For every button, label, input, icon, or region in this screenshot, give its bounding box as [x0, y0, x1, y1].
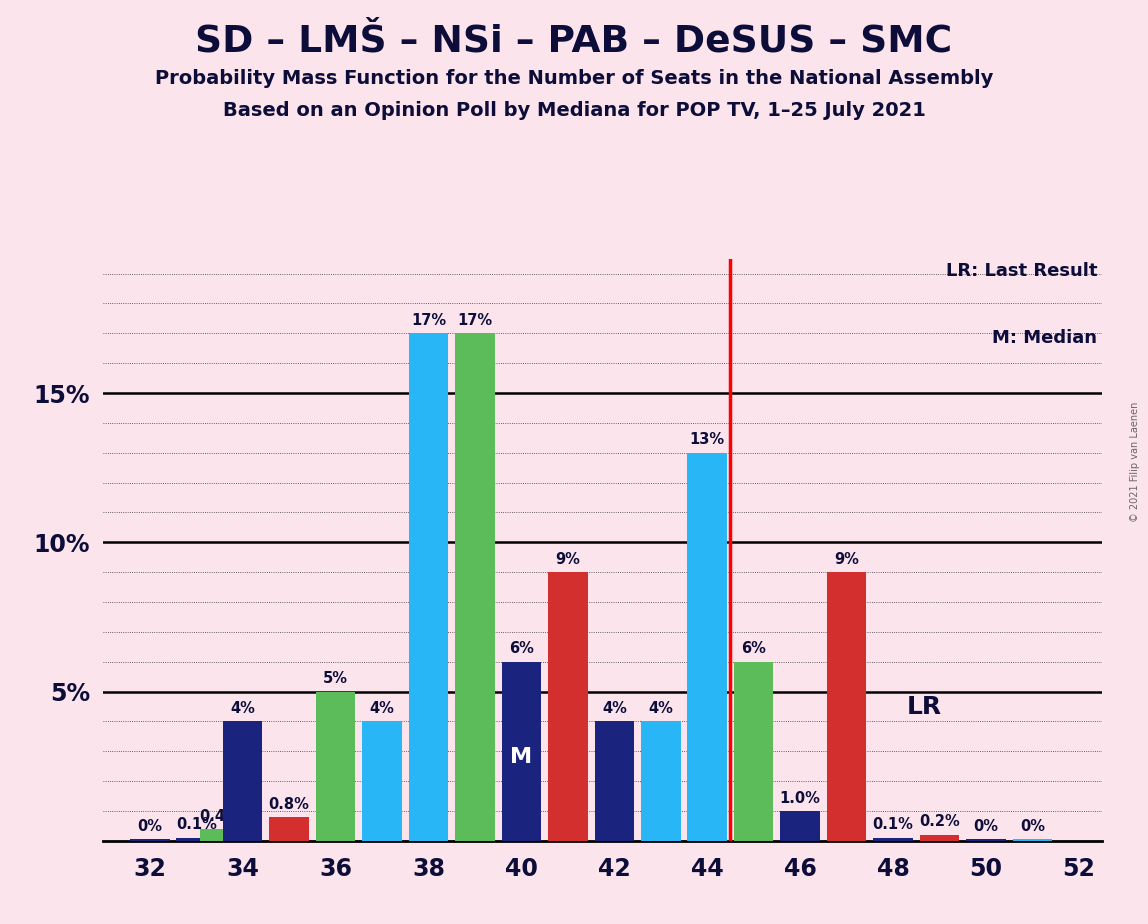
- Text: 6%: 6%: [509, 641, 534, 656]
- Bar: [595, 722, 634, 841]
- Bar: [363, 722, 402, 841]
- Text: 4%: 4%: [231, 701, 255, 716]
- Text: 0.2%: 0.2%: [920, 814, 960, 830]
- Text: LR: LR: [907, 695, 943, 719]
- Bar: [456, 334, 495, 841]
- Text: 0.4%: 0.4%: [199, 808, 240, 823]
- Bar: [920, 835, 960, 841]
- Bar: [548, 572, 588, 841]
- Bar: [781, 811, 820, 841]
- Text: 6%: 6%: [742, 641, 766, 656]
- Text: 13%: 13%: [690, 432, 724, 447]
- Text: 0%: 0%: [138, 819, 162, 834]
- Text: 0.1%: 0.1%: [176, 818, 217, 833]
- Text: 17%: 17%: [411, 313, 447, 328]
- Bar: [1013, 839, 1053, 841]
- Text: 0.8%: 0.8%: [269, 796, 310, 811]
- Text: SD – LMŠ – NSi – PAB – DeSUS – SMC: SD – LMŠ – NSi – PAB – DeSUS – SMC: [195, 23, 953, 59]
- Text: 0.1%: 0.1%: [872, 818, 914, 833]
- Bar: [130, 839, 170, 841]
- Bar: [270, 817, 309, 841]
- Text: M: Median: M: Median: [992, 329, 1097, 346]
- Bar: [200, 829, 239, 841]
- Text: Probability Mass Function for the Number of Seats in the National Assembly: Probability Mass Function for the Number…: [155, 69, 993, 89]
- Bar: [827, 572, 867, 841]
- Bar: [734, 662, 774, 841]
- Bar: [409, 334, 448, 841]
- Bar: [688, 453, 727, 841]
- Text: 4%: 4%: [649, 701, 673, 716]
- Text: LR: Last Result: LR: Last Result: [946, 261, 1097, 280]
- Bar: [967, 839, 1006, 841]
- Text: 9%: 9%: [556, 552, 580, 566]
- Text: 0%: 0%: [974, 819, 999, 834]
- Text: M: M: [511, 748, 533, 767]
- Text: 4%: 4%: [370, 701, 395, 716]
- Text: 1.0%: 1.0%: [779, 791, 821, 806]
- Text: 9%: 9%: [835, 552, 859, 566]
- Text: 5%: 5%: [323, 671, 348, 687]
- Bar: [502, 662, 541, 841]
- Bar: [641, 722, 681, 841]
- Text: Based on an Opinion Poll by Mediana for POP TV, 1–25 July 2021: Based on an Opinion Poll by Mediana for …: [223, 101, 925, 120]
- Bar: [874, 838, 913, 841]
- Text: © 2021 Filip van Laenen: © 2021 Filip van Laenen: [1130, 402, 1140, 522]
- Bar: [316, 691, 356, 841]
- Text: 17%: 17%: [457, 313, 492, 328]
- Text: 4%: 4%: [602, 701, 627, 716]
- Bar: [177, 838, 216, 841]
- Text: 0%: 0%: [1019, 819, 1045, 834]
- Bar: [223, 722, 263, 841]
